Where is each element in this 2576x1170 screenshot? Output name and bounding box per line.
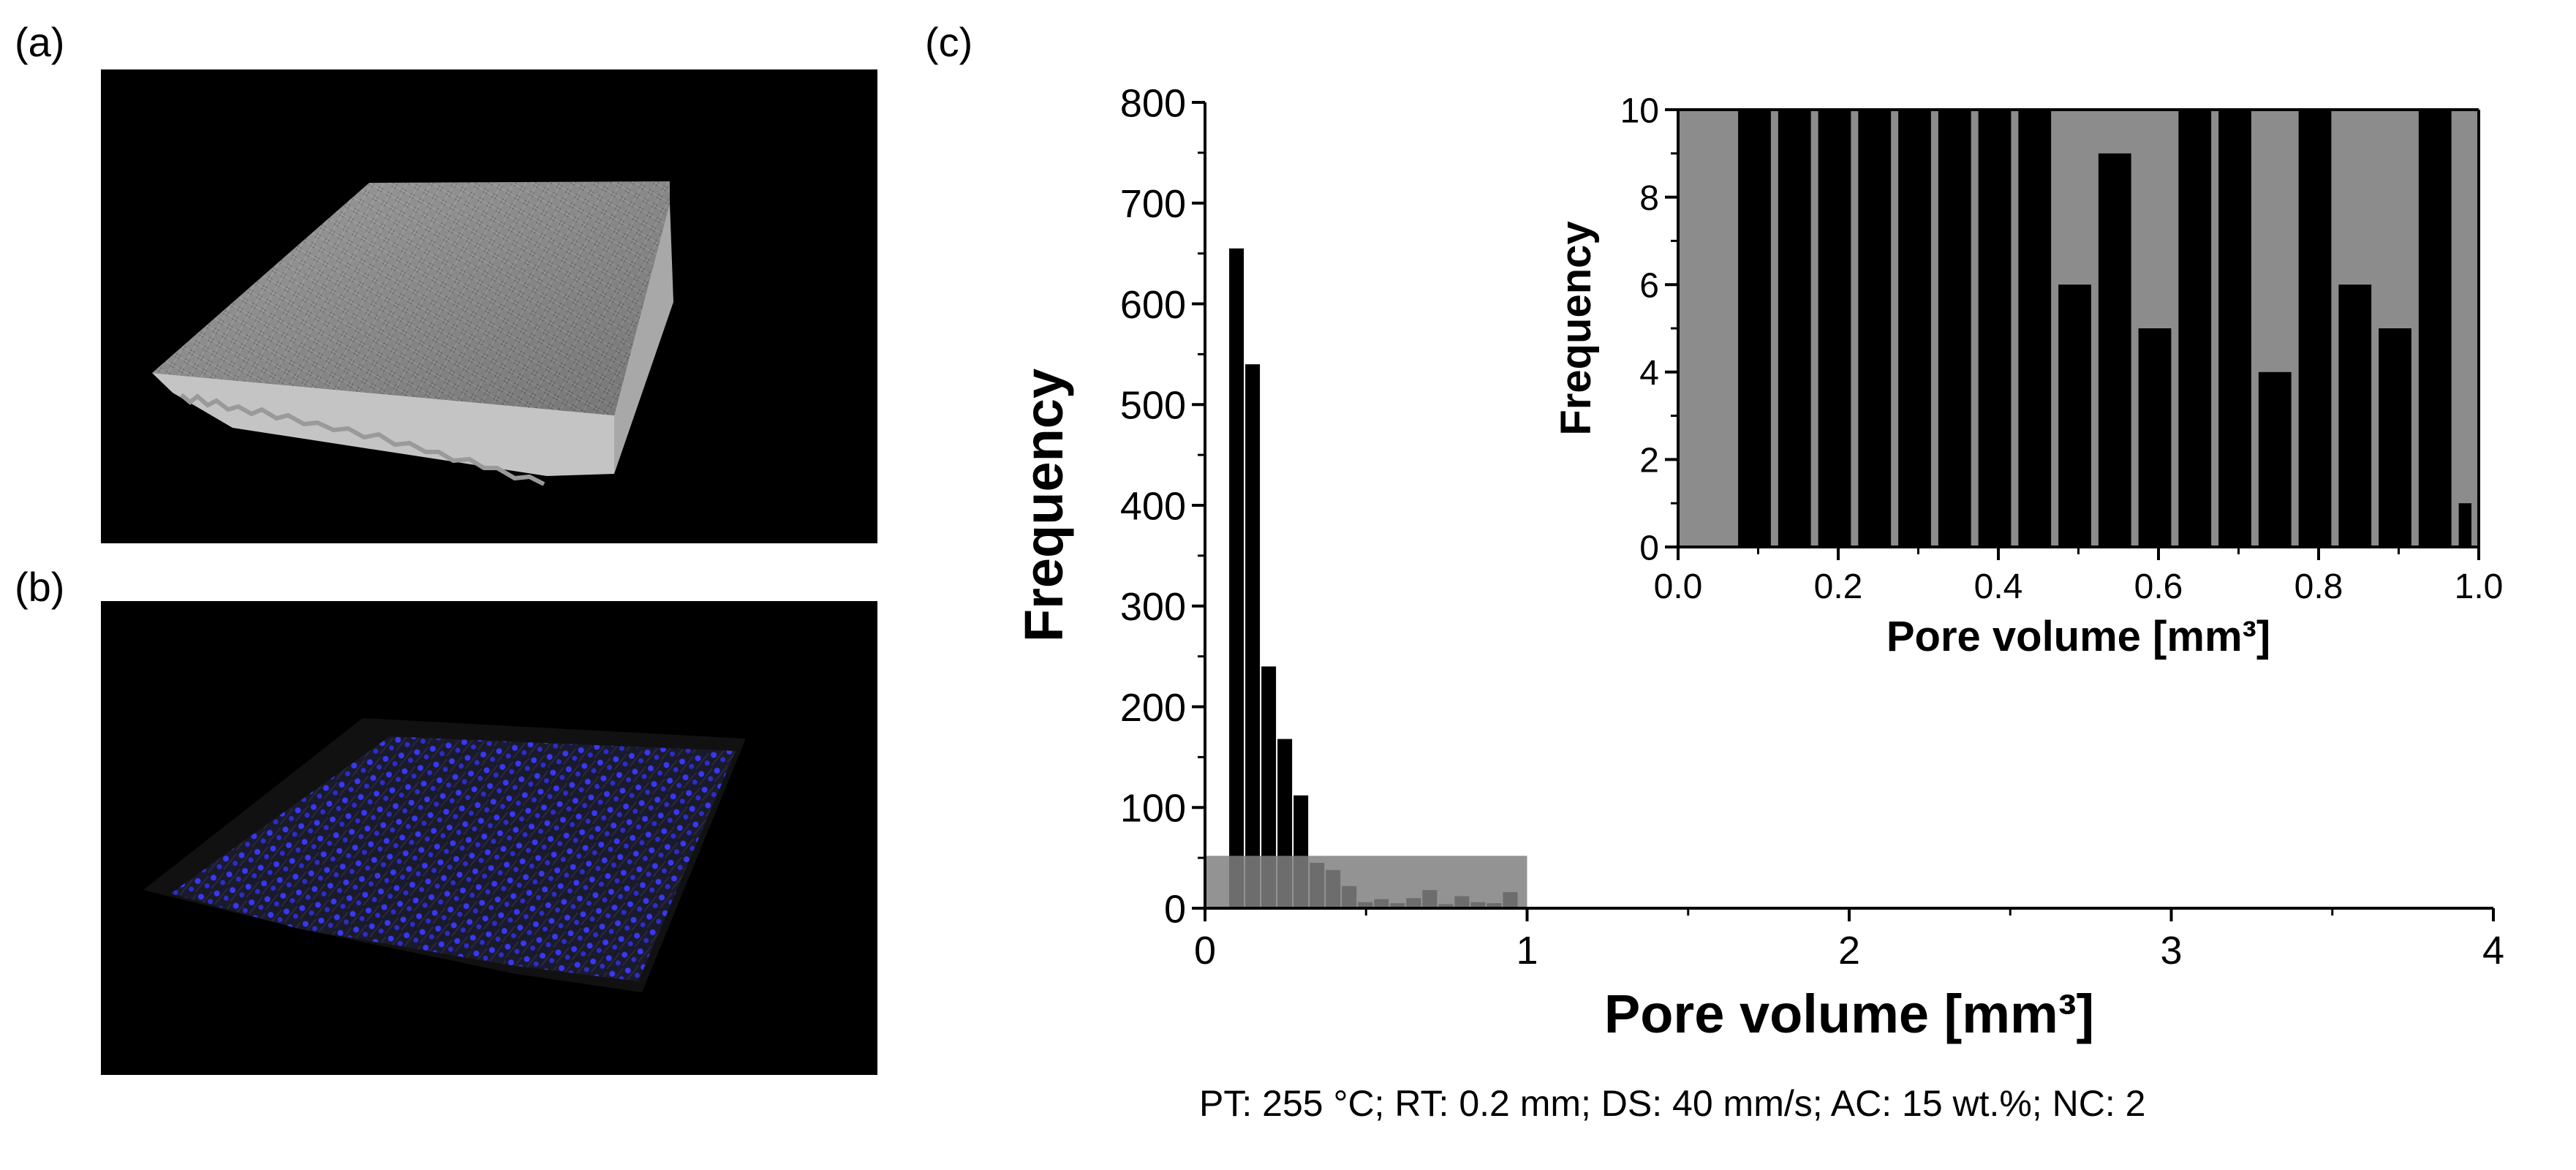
inset-bar — [1818, 110, 1851, 547]
inset-y-tick-label: 2 — [1639, 442, 1659, 480]
inset-bar — [1778, 110, 1811, 547]
inset-bar — [1738, 110, 1771, 547]
main-x-tick-label: 4 — [2482, 929, 2504, 973]
main-bar — [1245, 364, 1261, 908]
panel-label-a: (a) — [15, 19, 65, 65]
inset-y-tick-label: 0 — [1639, 529, 1659, 567]
inset-plot-area — [1665, 108, 2480, 560]
main-y-tick-label: 200 — [1120, 686, 1186, 730]
inset-bar — [2138, 328, 2172, 547]
main-y-tick-label: 700 — [1120, 182, 1186, 226]
inset-bar — [2418, 110, 2452, 547]
inset-x-tick-label: 0.4 — [1974, 567, 2023, 606]
ct-render-slab-image — [101, 69, 877, 543]
inset-bar — [2098, 153, 2131, 548]
inset-bar — [1898, 110, 1931, 547]
panel-label-b: (b) — [15, 564, 65, 610]
inset-bar — [1938, 110, 1971, 547]
inset-bar — [2218, 110, 2251, 547]
main-bar — [1261, 666, 1277, 908]
inset-x-tick-label: 1.0 — [2455, 567, 2504, 606]
inset-y-axis-label: Frequency — [1552, 221, 1600, 435]
inset-bar — [1978, 110, 2012, 547]
inset-y-tick-label: 10 — [1620, 91, 1659, 130]
inset-bar — [1858, 110, 1892, 547]
inset-x-tick-label: 0.2 — [1814, 567, 1863, 606]
main-x-tick-label: 3 — [2160, 929, 2182, 973]
inset-x-axis-label: Pore volume [mm³] — [1886, 613, 2270, 660]
inset-bar — [2338, 284, 2372, 547]
inset-y-tick-label: 4 — [1639, 354, 1659, 393]
panel-label-c: (c) — [925, 19, 973, 65]
main-y-tick-label: 100 — [1120, 787, 1186, 831]
slab-render-svg — [152, 181, 673, 486]
inset-bar — [2178, 110, 2212, 547]
main-x-tick-label: 0 — [1194, 929, 1216, 973]
main-y-tick-label: 600 — [1120, 283, 1186, 327]
main-y-tick-label: 800 — [1120, 81, 1186, 125]
main-zoom-highlight-region — [1205, 856, 1527, 908]
inset-bar — [2258, 371, 2292, 547]
inset-x-tick-label: 0.0 — [1654, 567, 1703, 606]
inset-x-tick-label: 0.8 — [2294, 567, 2343, 606]
pores-render-svg — [143, 718, 746, 992]
main-plot-area — [1192, 101, 2495, 921]
main-x-tick-label: 2 — [1838, 929, 1860, 973]
ct-render-pores-image — [101, 601, 877, 1075]
main-y-tick-label: 0 — [1164, 887, 1186, 931]
inset-bar — [2018, 110, 2052, 547]
inset-bar — [2458, 503, 2471, 547]
inset-bar — [2379, 328, 2411, 547]
inset-bar — [2058, 284, 2091, 547]
main-x-axis-label: Pore volume [mm³] — [1604, 984, 2094, 1044]
main-y-tick-label: 400 — [1120, 484, 1186, 528]
process-parameters-caption: PT: 255 °C; RT: 0.2 mm; DS: 40 mm/s; AC:… — [1199, 1083, 2146, 1124]
main-x-tick-label: 1 — [1516, 929, 1538, 973]
inset-bar — [2298, 110, 2332, 547]
inset-y-tick-label: 6 — [1639, 266, 1659, 305]
main-y-tick-label: 300 — [1120, 585, 1186, 629]
main-y-tick-label: 500 — [1120, 384, 1186, 428]
main-y-axis-label: Frequency — [1013, 369, 1074, 642]
inset-y-tick-label: 8 — [1639, 179, 1659, 218]
inset-x-tick-label: 0.6 — [2134, 567, 2183, 606]
main-bar — [1229, 248, 1244, 908]
